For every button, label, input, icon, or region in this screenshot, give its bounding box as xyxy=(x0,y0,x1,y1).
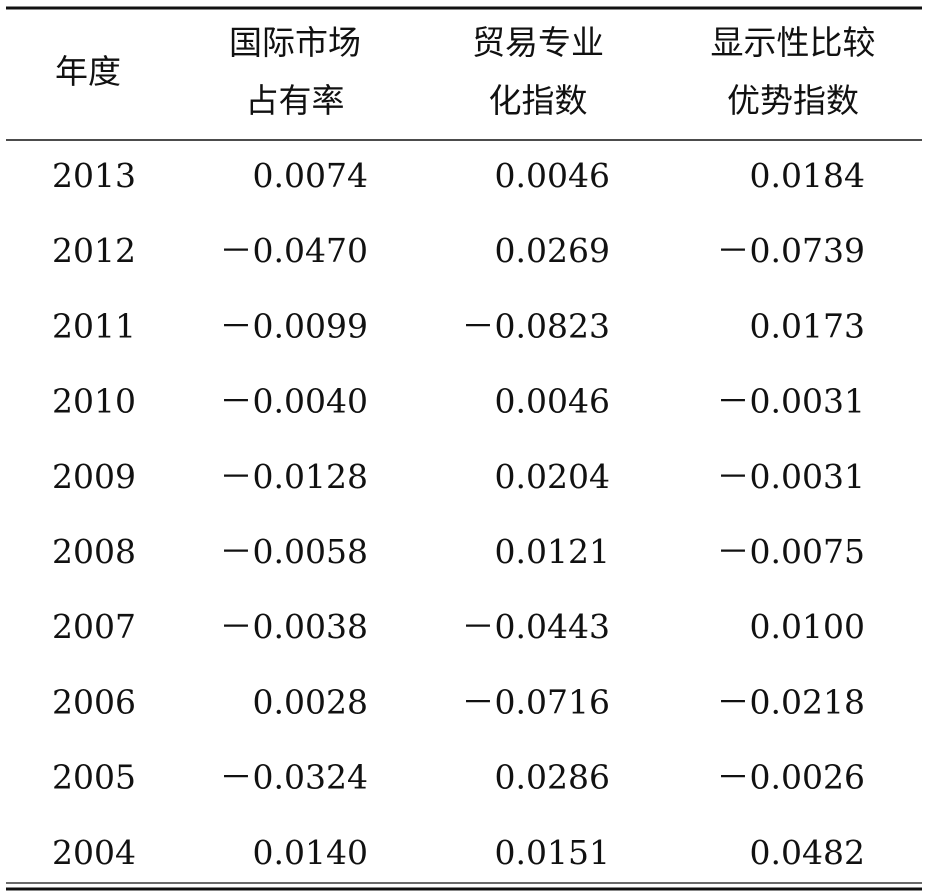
value-cell: －0.0099 xyxy=(220,306,368,345)
year-cell: 2011 xyxy=(52,306,136,345)
value-cell: －0.0324 xyxy=(220,758,368,797)
value-cell: 0.0482 xyxy=(750,833,865,872)
value-cell: 0.0140 xyxy=(253,833,368,872)
value-cell: －0.0038 xyxy=(220,607,368,646)
value-cell: 0.0184 xyxy=(750,156,865,195)
value-cell: 0.0046 xyxy=(495,382,610,421)
value-cell: －0.0075 xyxy=(717,532,865,571)
value-cell: 0.0286 xyxy=(495,758,610,797)
value-cell: －0.0128 xyxy=(220,457,368,496)
header-cell: 国际市场 xyxy=(229,23,361,62)
value-cell: －0.0716 xyxy=(462,682,610,721)
value-cell: 0.0173 xyxy=(750,306,865,345)
year-cell: 2006 xyxy=(52,682,136,721)
year-cell: 2010 xyxy=(52,382,136,421)
year-cell: 2004 xyxy=(52,833,136,872)
value-cell: －0.0058 xyxy=(220,532,368,571)
value-cell: 0.0028 xyxy=(253,682,368,721)
value-cell: －0.0040 xyxy=(220,382,368,421)
value-cell: －0.0026 xyxy=(717,758,865,797)
value-cell: －0.0031 xyxy=(717,457,865,496)
year-cell: 2008 xyxy=(52,532,136,571)
header-cell: 化指数 xyxy=(489,81,588,120)
value-cell: －0.0823 xyxy=(462,306,610,345)
year-cell: 2013 xyxy=(52,156,136,195)
value-cell: －0.0218 xyxy=(717,682,865,721)
year-cell: 2005 xyxy=(52,758,136,797)
header-cell: 贸易专业 xyxy=(472,23,604,62)
value-cell: 0.0151 xyxy=(495,833,610,872)
year-cell: 2007 xyxy=(52,607,136,646)
value-cell: －0.0470 xyxy=(220,231,368,270)
value-cell: 0.0074 xyxy=(253,156,368,195)
header-cell: 占有率 xyxy=(246,81,345,120)
value-cell: 0.0204 xyxy=(495,457,610,496)
value-cell: 0.0121 xyxy=(495,532,610,571)
year-cell: 2012 xyxy=(52,231,136,270)
header-cell: 显示性比较 xyxy=(711,23,876,62)
value-cell: 0.0269 xyxy=(495,231,610,270)
value-cell: 0.0046 xyxy=(495,156,610,195)
header-cell: 年度 xyxy=(55,52,121,91)
header-cell: 优势指数 xyxy=(727,81,859,120)
value-cell: －0.0031 xyxy=(717,382,865,421)
value-cell: －0.0443 xyxy=(462,607,610,646)
value-cell: 0.0100 xyxy=(750,607,865,646)
value-cell: －0.0739 xyxy=(717,231,865,270)
year-cell: 2009 xyxy=(52,457,136,496)
